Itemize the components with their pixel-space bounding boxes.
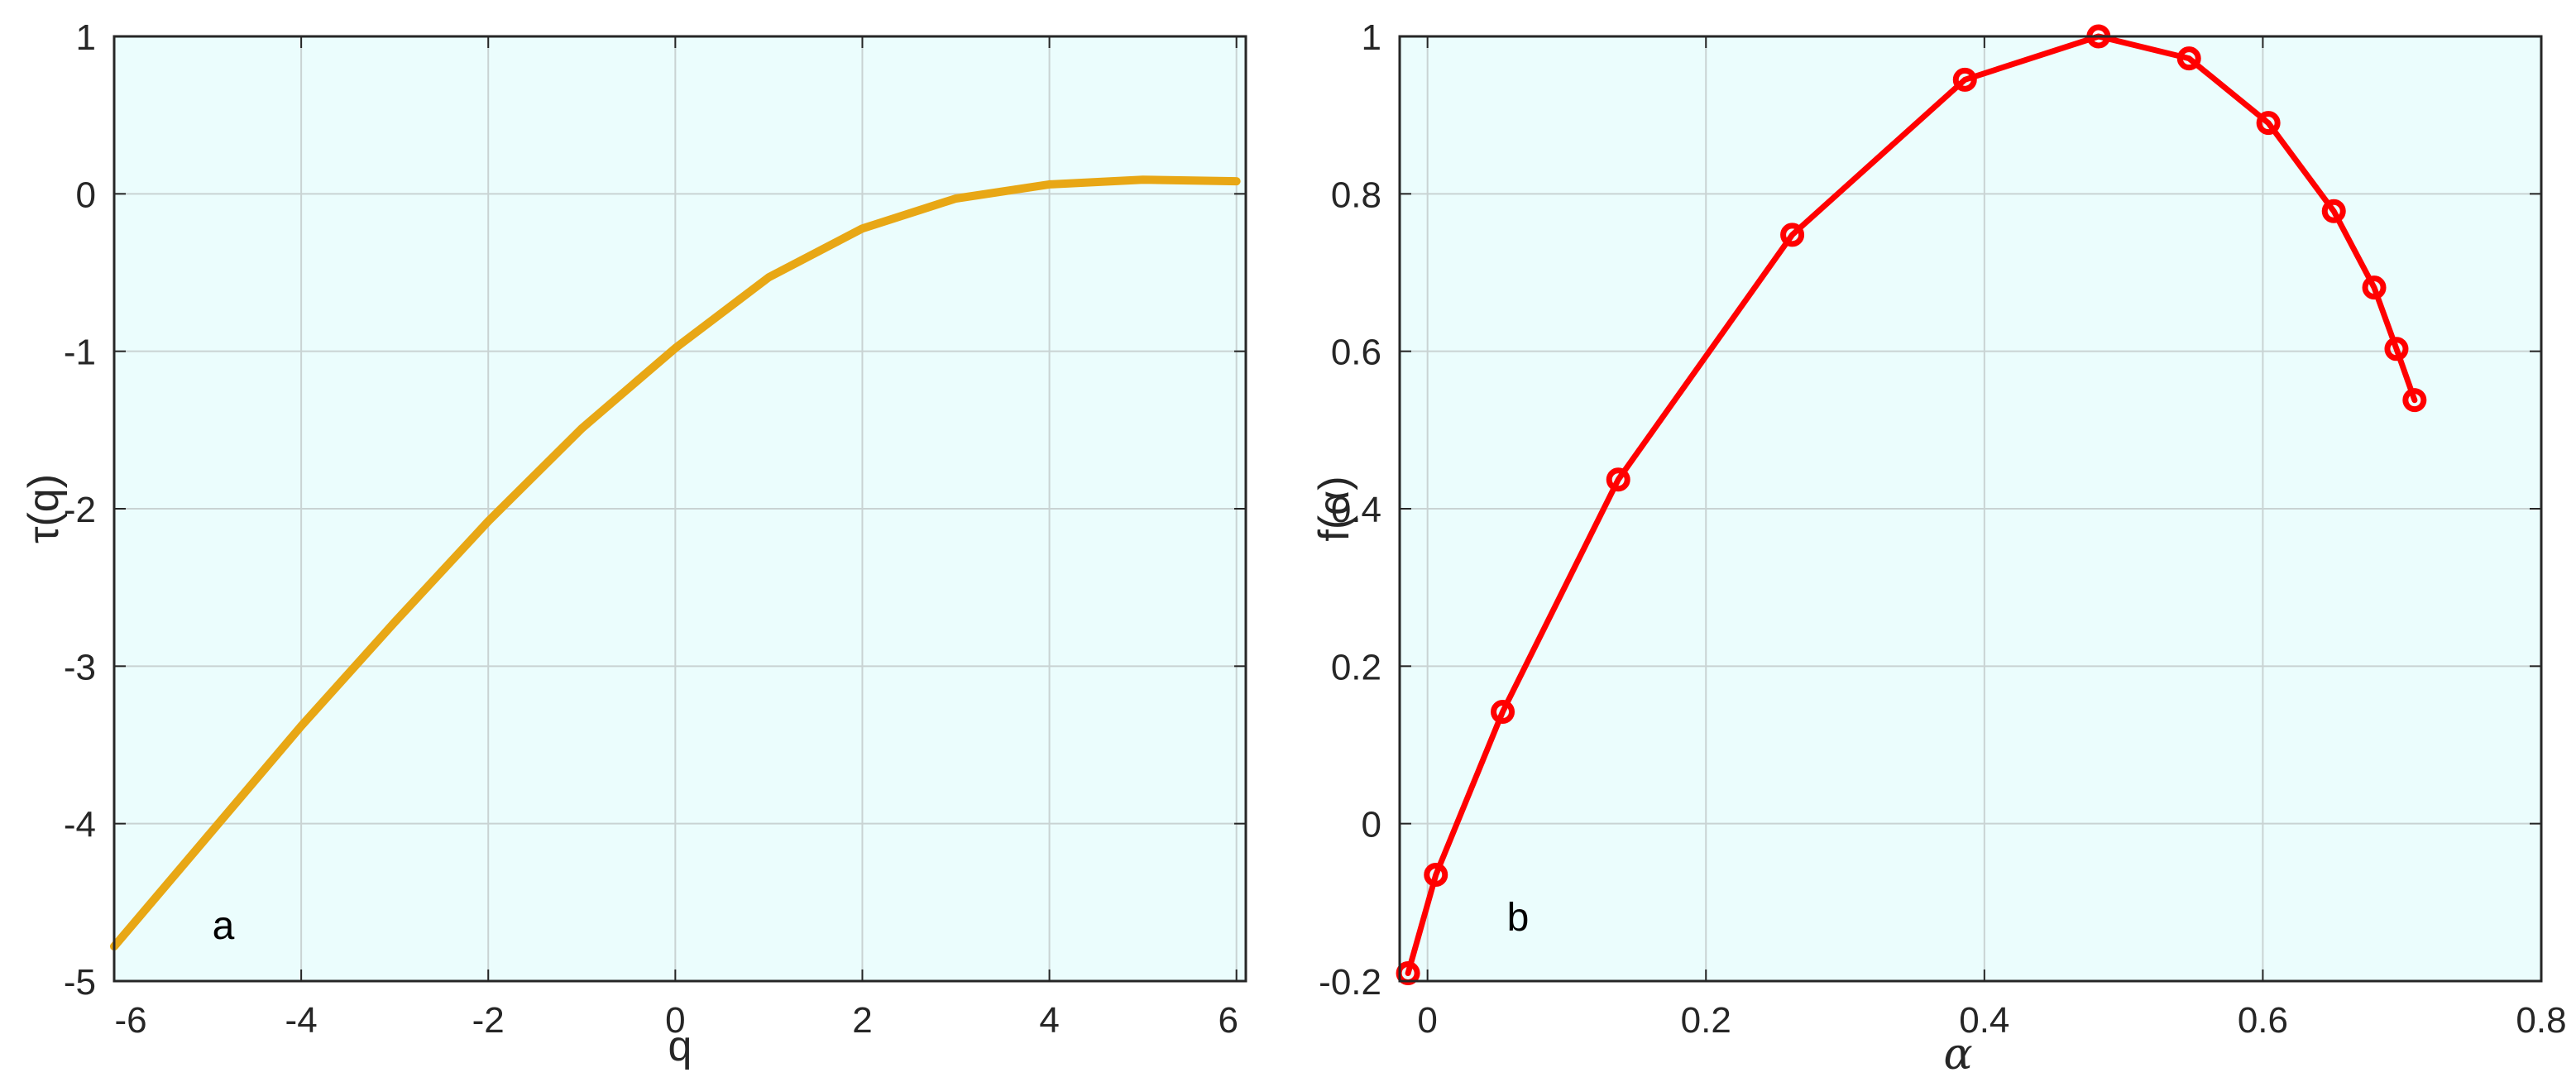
y-tick-label: -2: [64, 490, 96, 530]
x-tick-label: -4: [285, 1000, 318, 1041]
axes-box: [113, 35, 1247, 983]
data-point: [1780, 223, 1805, 247]
y-tick-label: 1: [1362, 17, 1381, 58]
y-tick-label: 0: [1362, 805, 1381, 845]
data-point: [2256, 111, 2281, 136]
x-tick-label: 0.4: [1959, 1000, 2009, 1041]
y-tick-label: -5: [64, 962, 96, 1003]
y-tick-label: -0.2: [1319, 962, 1381, 1003]
x-tick-label: 0.8: [2516, 1000, 2566, 1041]
x-axis-label: α: [1943, 1030, 1972, 1080]
data-point: [1424, 863, 1448, 888]
x-tick-label: 6: [1218, 1000, 1238, 1041]
x-tick-label: 2: [852, 1000, 872, 1041]
x-tick-label: -6: [114, 1000, 146, 1041]
panel-a-chart: -6 -4 -2 0 2 4 6 1 0 -1 -2 -3 -4 -5 q τ(q) a: [20, 17, 1247, 1070]
y-tick-label: -1: [64, 333, 96, 373]
data-point: [2362, 275, 2387, 300]
panel-label: b: [1507, 896, 1530, 940]
x-tick-label: 0.6: [2238, 1000, 2288, 1041]
y-tick-label: 0.4: [1331, 490, 1381, 530]
y-axis-label: f(α): [1310, 476, 1358, 541]
data-point: [2176, 46, 2201, 71]
y-tick-label: -4: [64, 805, 96, 845]
panel-b-chart: 0 0.2 0.4 0.6 0.8 1 0.8 0.6 0.4 0.2 0 -0.2 α f(α) b: [1310, 17, 2567, 1080]
panel-label: a: [213, 904, 235, 948]
y-tick-label: 0.8: [1331, 175, 1381, 215]
y-tick-label: -3: [64, 647, 96, 687]
y-axis-label: τ(q): [20, 474, 68, 543]
x-tick-label: 0: [665, 1000, 685, 1041]
y-tick-label: 1: [76, 17, 96, 58]
data-point: [1491, 700, 1515, 725]
y-tick-label: 0.2: [1331, 647, 1381, 687]
x-axis-label: q: [668, 1022, 692, 1070]
data-point: [1952, 67, 1977, 92]
data-point: [2321, 199, 2346, 223]
x-tick-label: -2: [472, 1000, 505, 1041]
data-point: [2402, 388, 2427, 413]
y-tick-label: 0.6: [1331, 333, 1381, 373]
data-point: [2384, 337, 2409, 361]
axes-box: [1398, 35, 2543, 983]
series-line: [110, 175, 1241, 951]
data-point: [1606, 467, 1630, 492]
x-tick-label: 4: [1039, 1000, 1059, 1041]
x-tick-label: 0.2: [1681, 1000, 1731, 1041]
x-tick-label: 0: [1417, 1000, 1437, 1041]
y-tick-label: 0: [76, 175, 96, 215]
